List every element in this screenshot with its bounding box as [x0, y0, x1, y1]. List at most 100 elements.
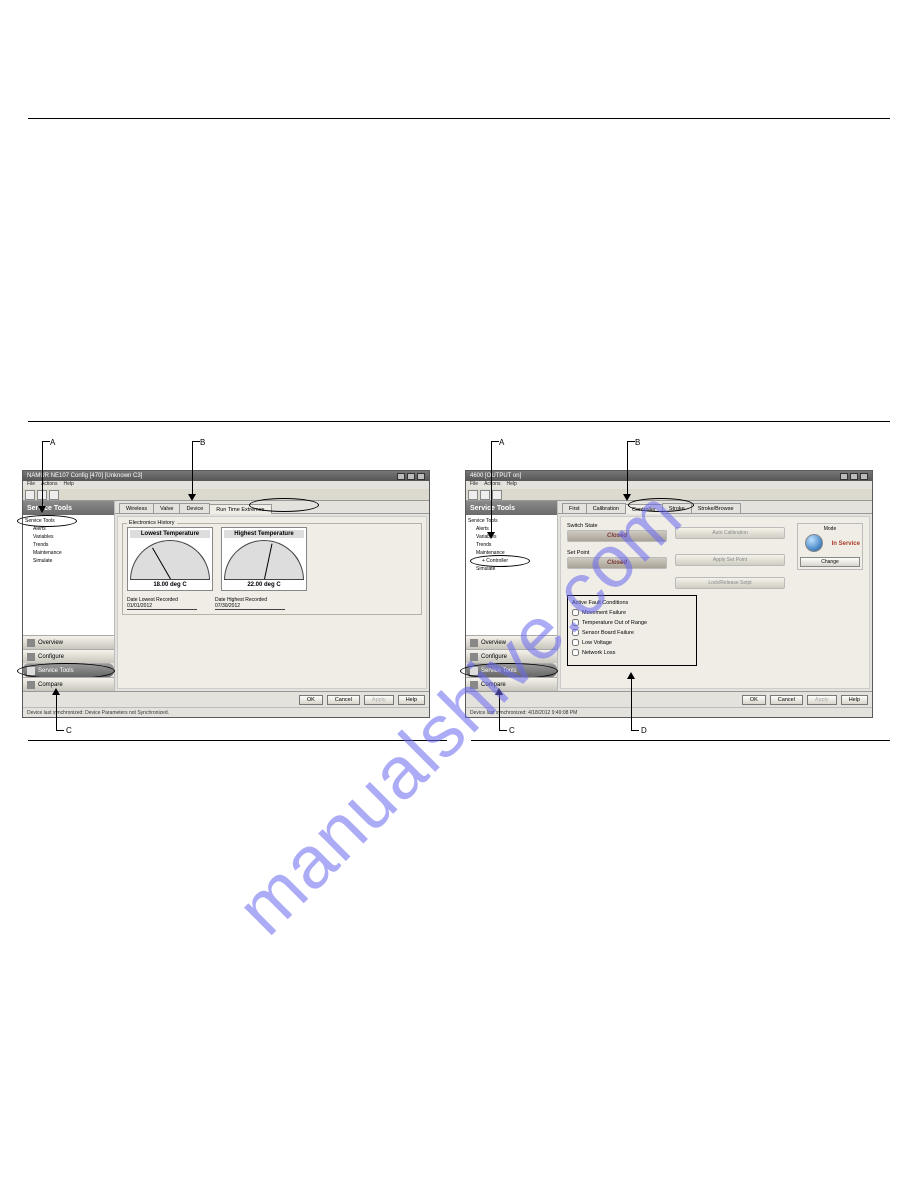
menu-file[interactable]: File	[27, 481, 35, 489]
callout-a-line	[42, 441, 43, 507]
alert-temp[interactable]: Temperature Out of Range	[572, 619, 692, 626]
callout-a-line	[491, 441, 492, 533]
callout-b-hook	[192, 441, 200, 442]
callout-a-label: A	[499, 438, 504, 447]
tree-variables[interactable]: Variables	[25, 533, 112, 541]
alert-voltage-label: Low Voltage	[582, 640, 612, 646]
tree-maintenance[interactable]: Maintenance	[25, 549, 112, 557]
app-window-2: 4600 [OUTPUT on] File Actions Help	[465, 470, 873, 718]
menu-actions[interactable]: Actions	[484, 481, 500, 489]
tab-strokebrowse[interactable]: Stroke/Browse	[691, 503, 741, 513]
overview-icon	[470, 639, 478, 647]
tree-trends[interactable]: Trends	[468, 541, 555, 549]
ok-button[interactable]: OK	[299, 695, 323, 705]
nav-configure[interactable]: Configure	[466, 649, 557, 663]
min-button[interactable]	[397, 473, 405, 480]
tree-variables[interactable]: Variables	[468, 533, 555, 541]
ok-button[interactable]: OK	[742, 695, 766, 705]
status-bar: Device last synchronized: 4/18/2012 9:49…	[466, 707, 872, 717]
main-panel: Electronics History Lowest Temperature 1…	[117, 516, 427, 689]
apply-button[interactable]: Apply	[807, 695, 837, 705]
nav-configure[interactable]: Configure	[23, 649, 114, 663]
mode-change-button[interactable]: Change	[800, 557, 860, 567]
cancel-button[interactable]: Cancel	[770, 695, 803, 705]
app-window-1: NAMUR NE107 Config [470] [Unknown C3] Fi…	[22, 470, 430, 718]
date-highest-value: 07/30/2012	[215, 603, 285, 610]
nav-service-tools[interactable]: Service Tools	[466, 663, 557, 677]
tab-calibration[interactable]: Calibration	[586, 503, 626, 513]
alert-movement[interactable]: Movement Failure	[572, 609, 692, 616]
nav-list: Overview Configure Service Tools Compare	[466, 635, 557, 691]
menu-help[interactable]: Help	[63, 481, 73, 489]
alert-network-label: Network Loss	[582, 650, 615, 656]
compare-icon	[470, 681, 478, 689]
cancel-button[interactable]: Cancel	[327, 695, 360, 705]
configure-icon	[27, 653, 35, 661]
active-fault-conditions: Active Fault Conditions Movement Failure…	[567, 595, 697, 666]
tab-device[interactable]: Device	[179, 503, 210, 513]
group-label: Electronics History	[127, 520, 177, 526]
callout-a-hook	[491, 441, 499, 442]
max-button[interactable]	[850, 473, 858, 480]
nav-compare[interactable]: Compare	[23, 677, 114, 691]
menu-help[interactable]: Help	[506, 481, 516, 489]
window-titlebar: 4600 [OUTPUT on]	[466, 471, 872, 481]
auto-calibration-button[interactable]: Auto Calibration	[675, 527, 785, 539]
menu-file[interactable]: File	[470, 481, 478, 489]
callout-b-target-oval	[628, 498, 694, 512]
nav-overview[interactable]: Overview	[466, 635, 557, 649]
gauge-lowest-temp: Lowest Temperature 18.00 deg C	[127, 527, 213, 591]
callout-b-label: B	[200, 438, 205, 447]
toolbar-button-3[interactable]	[492, 490, 502, 500]
toolbar-button-2[interactable]	[480, 490, 490, 500]
min-button[interactable]	[840, 473, 848, 480]
gauge-highest-needle	[264, 544, 272, 579]
toolbar-button-1[interactable]	[25, 490, 35, 500]
help-button[interactable]: Help	[398, 695, 425, 705]
menu-actions[interactable]: Actions	[41, 481, 57, 489]
nav-overview[interactable]: Overview	[23, 635, 114, 649]
callout-b-arrow	[188, 494, 196, 501]
alert-sensor[interactable]: Sensor Board Failure	[572, 629, 692, 636]
right-bottom-divider	[471, 740, 890, 741]
callout-b-hook	[627, 441, 635, 442]
switch-state-label: Switch State	[567, 523, 667, 529]
tab-first[interactable]: First	[562, 503, 587, 513]
tree-simulate[interactable]: Simulate	[25, 557, 112, 565]
tree-service-tools[interactable]: Service Tools	[468, 517, 555, 525]
max-button[interactable]	[407, 473, 415, 480]
window-titlebar: NAMUR NE107 Config [470] [Unknown C3]	[23, 471, 429, 481]
nav-service-tools[interactable]: Service Tools	[23, 663, 114, 677]
help-button[interactable]: Help	[841, 695, 868, 705]
tree-alerts[interactable]: Alerts	[468, 525, 555, 533]
nav-tree: Service Tools Alerts Variables Trends Ma…	[466, 515, 557, 635]
callout-d-hook	[631, 730, 639, 731]
nav-compare-label: Compare	[481, 682, 506, 688]
apply-button[interactable]: Apply	[364, 695, 394, 705]
nav-compare[interactable]: Compare	[466, 677, 557, 691]
tab-valve[interactable]: Valve	[153, 503, 180, 513]
apply-setpoint-button[interactable]: Apply Set Point	[675, 554, 785, 566]
dialog-footer: OK Cancel Apply Help	[23, 691, 429, 707]
close-button[interactable]	[860, 473, 868, 480]
tab-wireless[interactable]: Wireless	[119, 503, 154, 513]
gauge-highest-temp: Highest Temperature 22.00 deg C	[221, 527, 307, 591]
alert-network[interactable]: Network Loss	[572, 649, 692, 656]
nav-overview-label: Overview	[481, 640, 506, 646]
toolbar-button-3[interactable]	[49, 490, 59, 500]
alert-temp-label: Temperature Out of Range	[582, 620, 647, 626]
callout-b-label: B	[635, 438, 640, 447]
nav-configure-label: Configure	[38, 654, 64, 660]
tree-trends[interactable]: Trends	[25, 541, 112, 549]
overview-icon	[27, 639, 35, 647]
close-button[interactable]	[417, 473, 425, 480]
dialog-footer: OK Cancel Apply Help	[466, 691, 872, 707]
toolbar-button-1[interactable]	[468, 490, 478, 500]
gauge-lowest-needle	[152, 548, 171, 580]
release-setpoint-button[interactable]: Lock/Release Setpt	[675, 577, 785, 589]
mode-value: In Service	[832, 541, 860, 547]
alert-voltage[interactable]: Low Voltage	[572, 639, 692, 646]
window-title: NAMUR NE107 Config [470] [Unknown C3]	[27, 471, 142, 481]
nav-configure-label: Configure	[481, 654, 507, 660]
nav-compare-label: Compare	[38, 682, 63, 688]
